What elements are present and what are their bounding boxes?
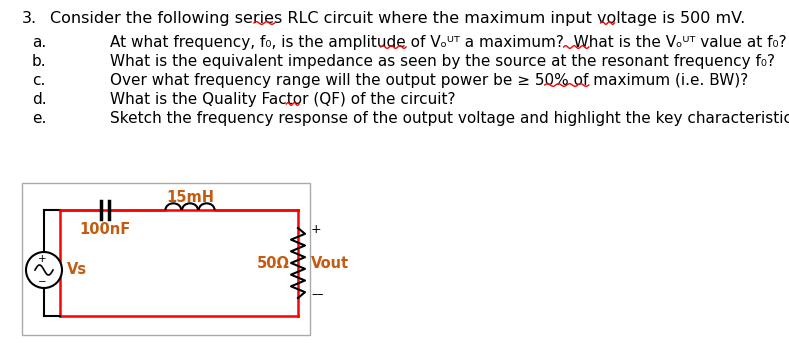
Text: Vout: Vout <box>311 256 349 271</box>
Text: −: − <box>38 277 47 287</box>
Text: Sketch the frequency response of the output voltage and highlight the key charac: Sketch the frequency response of the out… <box>110 111 789 126</box>
Text: ––: –– <box>311 288 323 301</box>
Text: 100nF: 100nF <box>80 222 131 237</box>
Text: Over what frequency range will the output power be ≥ 50% of maximum (i.e. BW)?: Over what frequency range will the outpu… <box>110 73 748 88</box>
Text: 3.: 3. <box>22 11 37 26</box>
Text: What is the Quality Factor (QF) of the circuit?: What is the Quality Factor (QF) of the c… <box>110 92 455 107</box>
Text: a.: a. <box>32 35 47 50</box>
Text: Consider the following series RLC circuit where the maximum input voltage is 500: Consider the following series RLC circui… <box>50 11 746 26</box>
Text: d.: d. <box>32 92 47 107</box>
Text: c.: c. <box>32 73 46 88</box>
Text: What is the equivalent impedance as seen by the source at the resonant frequency: What is the equivalent impedance as seen… <box>110 54 775 69</box>
Text: 50Ω: 50Ω <box>257 256 290 271</box>
Text: +: + <box>38 254 47 264</box>
Text: At what frequency, f₀, is the amplitude of Vₒᵁᵀ a maximum?  What is the Vₒᵁᵀ val: At what frequency, f₀, is the amplitude … <box>110 35 787 50</box>
Text: 15mH: 15mH <box>166 190 214 205</box>
Text: b.: b. <box>32 54 47 69</box>
Circle shape <box>26 252 62 288</box>
Bar <box>22 183 310 335</box>
Text: +: + <box>311 223 322 236</box>
Text: e.: e. <box>32 111 47 126</box>
Text: Vs: Vs <box>67 262 87 277</box>
